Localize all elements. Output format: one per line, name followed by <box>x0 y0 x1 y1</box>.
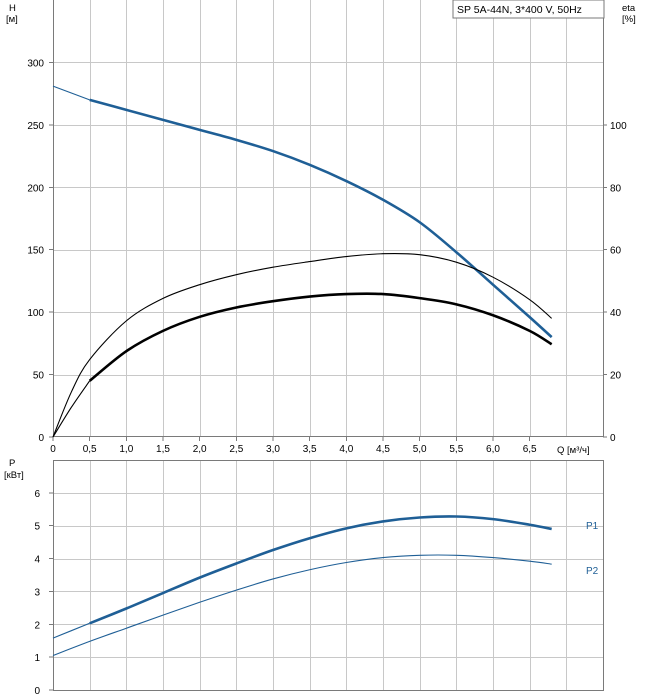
power-axis-unit: [кВт] <box>4 470 24 481</box>
top-curve-0 <box>89 98 553 339</box>
bottom-chart-curves <box>52 515 552 657</box>
head-tick-label: 0 <box>38 433 44 444</box>
efficiency-axis-name: eta <box>622 3 636 14</box>
x-tick-label: 0,5 <box>83 444 97 455</box>
x-tick-label: 3,0 <box>266 444 280 455</box>
head-tick-label: 200 <box>27 183 44 194</box>
top-curve-1 <box>52 85 90 101</box>
head-tick-label: 250 <box>27 121 44 132</box>
head-tick-label: 50 <box>33 371 45 382</box>
chart-title: SP 5A-44N, 3*400 V, 50Hz <box>457 4 582 16</box>
x-tick-label: 2,0 <box>193 444 207 455</box>
flow-axis-label: Q [м³/ч] <box>557 445 590 456</box>
series-label-p1: P1 <box>586 521 599 532</box>
efficiency-tick-label: 100 <box>610 121 627 132</box>
power-axis-name: P <box>9 458 15 469</box>
series-label-p2: P2 <box>586 566 599 577</box>
x-tick-label: 5,0 <box>413 444 427 455</box>
top-chart-tick-labels: 0 0,5 1,0 1,5 2,0 2,5 3,0 3,5 4,0 4,5 5,0 5,5 6,0 6,5… <box>27 58 627 455</box>
power-tick-label: 2 <box>34 620 40 631</box>
bottom-chart-frame <box>53 460 604 691</box>
chart-title-box <box>452 0 605 19</box>
efficiency-tick-label: 20 <box>610 371 622 382</box>
x-tick-label: 4,0 <box>339 444 353 455</box>
x-tick-label: 1,0 <box>119 444 133 455</box>
top-curve-3 <box>52 380 91 438</box>
top-chart-frame <box>53 0 604 437</box>
head-axis-name: H <box>9 3 16 14</box>
power-tick-label: 6 <box>34 489 40 500</box>
efficiency-axis-unit: [%] <box>622 14 636 25</box>
top-curve-2 <box>88 292 553 382</box>
top-chart-grid <box>53 0 604 437</box>
power-tick-label: 3 <box>34 587 40 598</box>
x-tick-label: 6,0 <box>486 444 500 455</box>
efficiency-tick-label: 80 <box>610 183 622 194</box>
x-tick-label: 2,5 <box>229 444 243 455</box>
efficiency-tick-label: 0 <box>610 433 616 444</box>
head-tick-label: 300 <box>27 58 44 69</box>
x-tick-label: 3,5 <box>303 444 317 455</box>
top-curve-4 <box>52 252 553 438</box>
power-series-labels: P1 P2 <box>586 521 599 577</box>
x-tick-label: 5,5 <box>449 444 463 455</box>
power-tick-label: 4 <box>34 555 40 566</box>
head-tick-label: 100 <box>27 308 44 319</box>
x-tick-label: 1,5 <box>156 444 170 455</box>
efficiency-tick-label: 60 <box>610 246 622 257</box>
efficiency-tick-label: 40 <box>610 308 622 319</box>
head-tick-label: 150 <box>27 246 44 257</box>
head-axis-unit: [м] <box>6 14 18 25</box>
power-tick-label: 0 <box>34 686 40 697</box>
power-curve-0 <box>89 515 552 625</box>
x-tick-label: 4,5 <box>376 444 390 455</box>
power-curve-2 <box>52 554 552 657</box>
bottom-chart-grid <box>53 460 604 691</box>
x-tick-label: 6,5 <box>523 444 537 455</box>
top-chart-curves <box>52 85 553 438</box>
power-tick-label: 1 <box>34 653 40 664</box>
power-curve-1 <box>52 622 90 639</box>
bottom-chart-tick-labels: 0 1 2 3 4 5 6 <box>34 489 53 697</box>
x-tick-label: 0 <box>50 444 56 455</box>
power-tick-label: 5 <box>34 522 40 533</box>
